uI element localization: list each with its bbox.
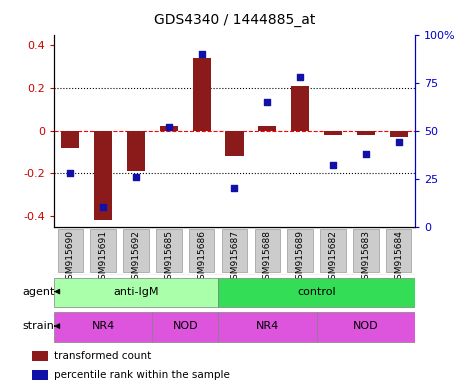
Bar xyxy=(127,131,145,171)
Text: GSM915685: GSM915685 xyxy=(164,230,174,285)
Point xyxy=(329,162,337,168)
Point xyxy=(395,139,402,145)
FancyBboxPatch shape xyxy=(255,230,280,272)
FancyBboxPatch shape xyxy=(156,230,182,272)
Text: NOD: NOD xyxy=(173,321,198,331)
Text: GSM915691: GSM915691 xyxy=(98,230,108,285)
FancyBboxPatch shape xyxy=(54,278,218,308)
Bar xyxy=(94,131,112,220)
Text: GSM915692: GSM915692 xyxy=(131,230,141,285)
Bar xyxy=(258,126,276,131)
Text: GDS4340 / 1444885_at: GDS4340 / 1444885_at xyxy=(154,13,315,27)
Text: GSM915683: GSM915683 xyxy=(361,230,371,285)
Point xyxy=(296,74,304,80)
Bar xyxy=(160,126,178,131)
Point xyxy=(231,185,238,191)
Text: GSM915682: GSM915682 xyxy=(328,230,338,285)
Bar xyxy=(32,351,48,361)
Bar xyxy=(357,131,375,135)
Bar xyxy=(291,86,309,131)
Point xyxy=(198,51,205,57)
FancyBboxPatch shape xyxy=(218,312,317,342)
FancyBboxPatch shape xyxy=(58,230,83,272)
Point xyxy=(264,99,271,105)
Bar xyxy=(61,131,79,147)
FancyBboxPatch shape xyxy=(189,230,214,272)
Text: GSM915686: GSM915686 xyxy=(197,230,206,285)
Text: NOD: NOD xyxy=(353,321,378,331)
Point xyxy=(165,124,173,130)
FancyBboxPatch shape xyxy=(222,230,247,272)
FancyBboxPatch shape xyxy=(123,230,149,272)
Text: agent: agent xyxy=(22,286,54,296)
Text: control: control xyxy=(297,286,336,296)
Text: NR4: NR4 xyxy=(256,321,279,331)
FancyBboxPatch shape xyxy=(386,230,411,272)
FancyBboxPatch shape xyxy=(152,312,218,342)
Bar xyxy=(32,370,48,380)
FancyBboxPatch shape xyxy=(287,230,313,272)
FancyBboxPatch shape xyxy=(353,230,378,272)
Text: GSM915690: GSM915690 xyxy=(66,230,75,285)
FancyBboxPatch shape xyxy=(91,230,116,272)
Point xyxy=(99,204,107,210)
Text: strain: strain xyxy=(23,321,54,331)
Text: transformed count: transformed count xyxy=(54,351,151,361)
FancyBboxPatch shape xyxy=(54,312,152,342)
FancyBboxPatch shape xyxy=(320,230,346,272)
FancyBboxPatch shape xyxy=(218,278,415,308)
Point xyxy=(132,174,140,180)
Point xyxy=(362,151,370,157)
Text: NR4: NR4 xyxy=(91,321,115,331)
Text: anti-IgM: anti-IgM xyxy=(113,286,159,296)
Text: GSM915684: GSM915684 xyxy=(394,230,403,285)
Bar xyxy=(226,131,243,156)
Text: GSM915688: GSM915688 xyxy=(263,230,272,285)
FancyBboxPatch shape xyxy=(317,312,415,342)
Bar xyxy=(390,131,408,137)
Text: GSM915687: GSM915687 xyxy=(230,230,239,285)
Text: percentile rank within the sample: percentile rank within the sample xyxy=(54,370,230,380)
Bar xyxy=(193,58,211,131)
Text: GSM915689: GSM915689 xyxy=(295,230,305,285)
Point xyxy=(67,170,74,176)
Bar xyxy=(324,131,342,135)
